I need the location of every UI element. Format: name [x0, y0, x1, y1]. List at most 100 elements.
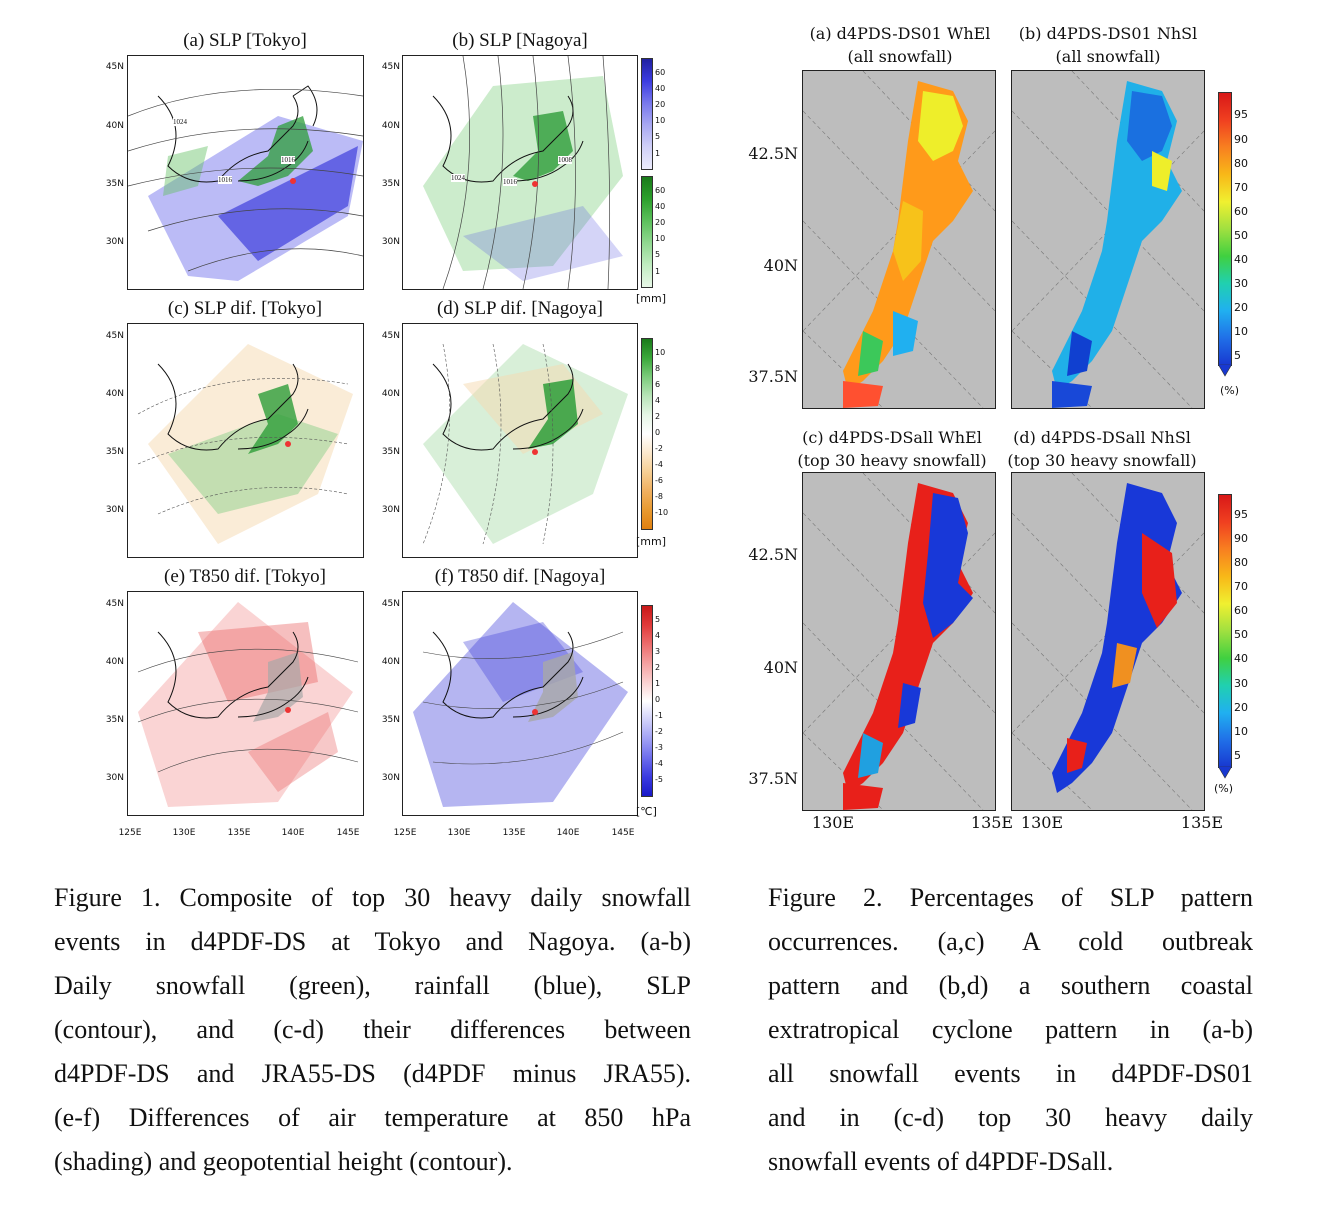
panel-a-title: (a) SLP [Tokyo]	[183, 30, 307, 51]
fig1-lat-e-40: 40N	[105, 657, 124, 667]
fig2-colorbar-bottom-arrow	[1218, 766, 1232, 779]
fig2-top-tick-80: 80	[1234, 157, 1248, 170]
snow-tick-20: 20	[655, 218, 666, 227]
fig1-lat-b-40: 40N	[381, 121, 400, 131]
fig1-lon-e-125: 125E	[118, 828, 142, 838]
fig2-map-b-svg	[1012, 71, 1204, 408]
fig2-panel-a-title-line1: (a) d4PDS-DS01 WhEl	[809, 24, 991, 43]
diff-tick-10: 10	[655, 348, 666, 357]
diff-tick-0: 0	[655, 428, 661, 437]
fig1-lat-d-45: 45N	[381, 331, 400, 341]
diff-tick-4: 4	[655, 396, 661, 405]
fig2-map-a	[802, 70, 996, 409]
contour-label-b2: 1016	[503, 178, 517, 186]
fig2-lat-bot-375: 37.5N	[748, 769, 798, 788]
fig2-caption-line-5: all snowfall events in d4PDF-DS01	[768, 1059, 1253, 1088]
fig1-lat-f-40: 40N	[381, 657, 400, 667]
fig2-lon-130-right: 130E	[1020, 813, 1064, 832]
fig1-lat-b-35: 35N	[381, 179, 400, 189]
temp-tick-3: 3	[655, 647, 661, 656]
fig1-lat-a-45: 45N	[105, 62, 124, 72]
fig2-unit-pct-top: (%)	[1220, 384, 1240, 397]
map-panel-f	[402, 591, 638, 816]
fig2-panel-c-title: (c) d4PDS-DSall WhEl (top 30 heavy snowf…	[792, 426, 992, 472]
diff-tick-m2: -2	[655, 444, 663, 453]
fig1-lat-f-45: 45N	[381, 599, 400, 609]
fig2-top-tick-30: 30	[1234, 277, 1248, 290]
rain-tick-1: 1	[655, 149, 661, 158]
fig2-bot-tick-5: 5	[1234, 749, 1241, 762]
fig1-lat-a-40: 40N	[105, 121, 124, 131]
fig1-lat-a-35: 35N	[105, 179, 124, 189]
fig1-lon-f-125: 125E	[393, 828, 417, 838]
diff-tick-6: 6	[655, 380, 661, 389]
fig2-panel-a-title: (a) d4PDS-DS01 WhEl (all snowfall)	[800, 22, 1000, 68]
fig1-lat-d-40: 40N	[381, 389, 400, 399]
temp-tick-4: 4	[655, 631, 661, 640]
fig2-lat-bot-40: 40N	[763, 658, 798, 677]
temp-tick-2: 2	[655, 663, 661, 672]
fig2-panel-b-title-line1: (b) d4PDS-DS01 NhSl	[1018, 24, 1198, 43]
fig2-top-tick-5: 5	[1234, 349, 1241, 362]
rain-tick-40: 40	[655, 84, 666, 93]
temp-colorbar	[641, 605, 653, 797]
fig2-bot-tick-40: 40	[1234, 652, 1248, 665]
unit-mm-mid: [mm]	[636, 535, 667, 548]
rain-tick-10: 10	[655, 116, 666, 125]
fig2-lon-130-left: 130E	[811, 813, 855, 832]
map-panel-e	[127, 591, 364, 816]
fig2-bot-tick-90: 90	[1234, 532, 1248, 545]
fig2-top-tick-50: 50	[1234, 229, 1248, 242]
fig2-panel-b-title: (b) d4PDS-DS01 NhSl (all snowfall)	[1008, 22, 1208, 68]
fig1-lon-f-145: 145E	[611, 828, 635, 838]
fig2-lon-135-right: 135E	[1180, 813, 1224, 832]
fig2-panel-d-title-line1: (d) d4PDS-DSall NhSl	[1013, 428, 1191, 447]
contour-label-a1: 1024	[173, 118, 187, 126]
fig1-caption-line-5: d4PDF-DS and JRA55-DS (d4PDF minus JRA55…	[54, 1059, 691, 1088]
temp-tick-m5: -5	[655, 775, 663, 784]
fig1-lat-d-35: 35N	[381, 447, 400, 457]
contour-label-b3: 1008	[558, 156, 572, 164]
fig2-caption-line-6: and in (c-d) top 30 heavy daily	[768, 1103, 1253, 1132]
map-e-svg	[137, 602, 359, 807]
diff-tick-m10: -10	[655, 508, 669, 517]
fig1-lat-e-30: 30N	[105, 773, 124, 783]
fig2-top-tick-95: 95	[1234, 108, 1248, 121]
fig1-lon-f-130: 130E	[447, 828, 471, 838]
fig2-bot-tick-95: 95	[1234, 508, 1248, 521]
fig1-caption-line-2: events in d4PDF-DS at Tokyo and Nagoya. …	[54, 927, 691, 956]
diff-tick-m6: -6	[655, 476, 663, 485]
fig2-pct-colorbar-top	[1218, 92, 1232, 366]
fig2-top-tick-60: 60	[1234, 205, 1248, 218]
panel-f-title: (f) T850 dif. [Nagoya]	[434, 566, 606, 587]
temp-tick-m4: -4	[655, 759, 663, 768]
temp-tick-0: 0	[655, 695, 661, 704]
temp-tick-5: 5	[655, 615, 661, 624]
fig2-caption-line-1: Figure 2. Percentages of SLP pattern	[768, 883, 1253, 912]
fig2-panel-b-title-line2: (all snowfall)	[1055, 47, 1161, 66]
fig1-lat-b-30: 30N	[381, 237, 400, 247]
map-f-svg	[413, 602, 628, 807]
fig2-bot-tick-50: 50	[1234, 628, 1248, 641]
fig2-map-a-svg	[803, 71, 995, 408]
map-d-svg	[422, 343, 628, 545]
snow-tick-1: 1	[655, 267, 661, 276]
fig2-map-d	[1011, 472, 1205, 811]
diff-tick-8: 8	[655, 364, 661, 373]
fig1-lat-c-30: 30N	[105, 505, 124, 515]
fig1-lat-c-40: 40N	[105, 389, 124, 399]
fig2-lat-top-425: 42.5N	[748, 144, 798, 163]
fig1-caption-line-3: Daily snowfall (green), rainfall (blue),…	[54, 971, 691, 1000]
diff-colorbar	[641, 338, 653, 530]
fig2-caption-line-7: snowfall events of d4PDF-DSall.	[768, 1147, 1114, 1176]
fig2-map-b	[1011, 70, 1205, 409]
fig2-bot-tick-30: 30	[1234, 677, 1248, 690]
map-a-svg	[128, 85, 363, 281]
fig2-caption-line-4: extratropical cyclone pattern in (a-b)	[768, 1015, 1253, 1044]
rain-tick-60: 60	[655, 68, 666, 77]
fig2-pct-colorbar-bottom	[1218, 494, 1232, 768]
fig2-top-tick-70: 70	[1234, 181, 1248, 194]
fig1-lat-e-35: 35N	[105, 715, 124, 725]
fig1-lon-e-145: 145E	[336, 828, 360, 838]
fig2-lat-top-375: 37.5N	[748, 367, 798, 386]
